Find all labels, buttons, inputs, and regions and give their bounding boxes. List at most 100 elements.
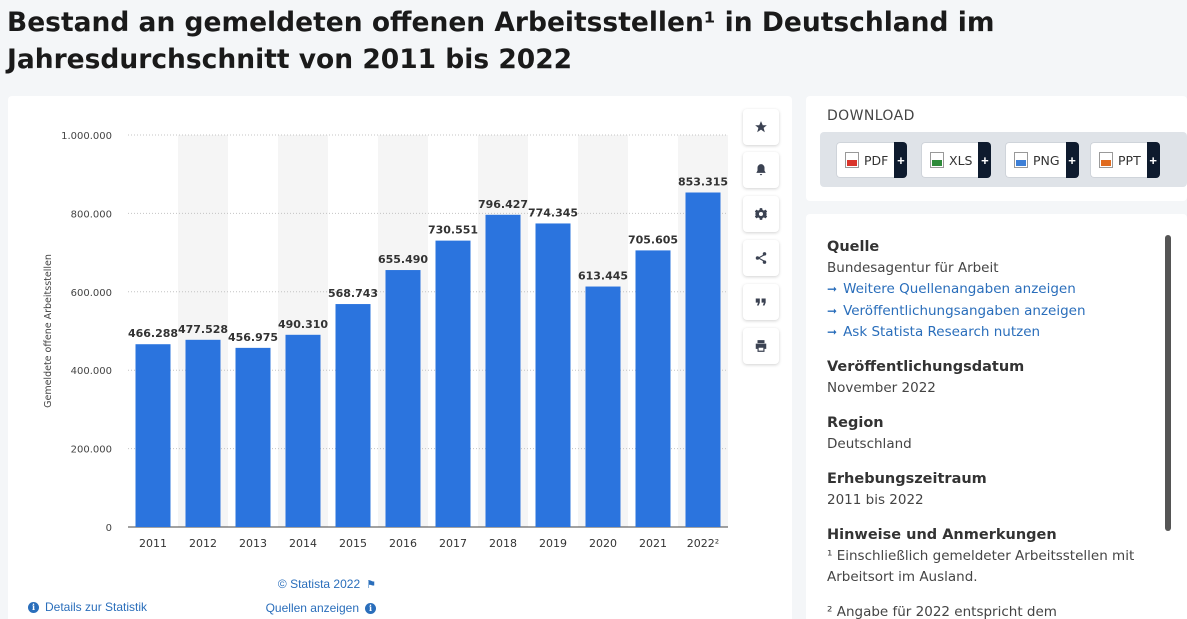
chart-card: 0 200.000 400.000 600.000 800.000 1.000.000 Ge… (8, 96, 792, 619)
x-tick-label: 2022² (687, 537, 719, 550)
y-tick-label: 200.000 (71, 445, 112, 456)
arrow-right-icon: ➞ (827, 325, 838, 339)
x-tick-label: 2016 (389, 537, 417, 550)
notification-button[interactable] (743, 152, 779, 188)
publication-info-link[interactable]: ➞ Veröffentlichungsangaben anzeigen (827, 301, 1157, 323)
favorite-button[interactable] (743, 109, 779, 145)
bar (485, 214, 521, 528)
data-label: 613.445 (578, 270, 628, 283)
bar-chart: 0 200.000 400.000 600.000 800.000 1.000.000 Ge… (43, 131, 728, 550)
copyright-link[interactable]: © Statista 2022 ⚑ (278, 577, 376, 591)
sources-link[interactable]: Quellen anzeigen i (266, 601, 376, 615)
more-sources-label: Weitere Quellenangaben anzeigen (843, 281, 1076, 297)
y-tick-label: 600.000 (71, 288, 112, 299)
details-link[interactable]: i Details zur Statistik (28, 600, 147, 614)
more-sources-link[interactable]: ➞ Weitere Quellenangaben anzeigen (827, 279, 1157, 301)
png-file-icon (1014, 152, 1028, 168)
y-tick-label: 800.000 (71, 209, 112, 220)
info-card: Quelle Bundesagentur für Arbeit ➞ Weitere… (806, 214, 1187, 619)
settings-button[interactable] (743, 196, 779, 232)
x-tick-label: 2021 (639, 537, 667, 550)
download-png-button[interactable]: PNG + (1005, 142, 1079, 178)
data-label: 490.310 (278, 318, 328, 331)
data-label: 456.975 (228, 331, 278, 344)
ppt-label: PPT (1118, 152, 1141, 168)
download-card: DOWNLOAD PDF + XLS + PNG + (806, 96, 1187, 201)
xls-label: XLS (949, 152, 973, 168)
print-icon (755, 340, 767, 352)
png-plus: + (1065, 142, 1079, 178)
star-icon (755, 121, 767, 133)
notes-text-2: ² Angabe für 2022 entspricht dem (827, 603, 1057, 619)
page-title: Bestand an gemeldeten offenen Arbeitsste… (7, 7, 995, 75)
x-tick-label: 2014 (289, 537, 317, 550)
x-tick-label: 2012 (189, 537, 217, 550)
x-tick-label: 2019 (539, 537, 567, 550)
bar (535, 223, 571, 527)
x-tick-label: 2011 (139, 537, 167, 550)
arrow-right-icon: ➞ (827, 303, 838, 318)
bar (685, 192, 721, 527)
ask-research-link[interactable]: ➞ Ask Statista Research nutzen (827, 322, 1157, 344)
pdf-plus: + (894, 142, 908, 178)
download-xls-button[interactable]: XLS + (921, 142, 992, 178)
gear-icon (754, 208, 768, 220)
y-tick-label: 1.000.000 (61, 131, 112, 142)
y-tick-label: 0 (106, 523, 112, 534)
copyright-text: © Statista 2022 (277, 577, 361, 591)
bar (385, 270, 421, 527)
bar (335, 304, 371, 527)
ask-research-label: Ask Statista Research nutzen (843, 324, 1041, 340)
xls-plus: + (978, 142, 992, 178)
notes-heading: Hinweise und Anmerkungen (827, 526, 1057, 543)
pdf-label: PDF (864, 152, 889, 168)
print-button[interactable] (743, 328, 779, 364)
y-axis-title: Gemeldete offene Arbeitsstellen (43, 254, 54, 408)
bell-icon (756, 164, 766, 176)
bar (435, 240, 471, 527)
data-label: 774.345 (528, 206, 578, 219)
download-strip: PDF + XLS + PNG + PPT + (820, 132, 1187, 187)
download-ppt-button[interactable]: PPT + (1090, 142, 1160, 178)
data-label: 730.551 (428, 224, 478, 237)
bar (585, 286, 621, 527)
share-button[interactable] (743, 240, 779, 276)
bar (185, 339, 221, 527)
flag-icon: ⚑ (366, 578, 376, 591)
x-tick-label: 2017 (439, 537, 467, 550)
data-label: 477.528 (178, 323, 228, 336)
data-label: 705.605 (628, 233, 678, 246)
pubdate-text: November 2022 (827, 379, 936, 396)
data-label: 466.288 (128, 327, 178, 340)
region-text: Deutschland (827, 435, 912, 452)
details-link-label: Details zur Statistik (45, 600, 148, 614)
notes-text: ¹ Einschließlich gemeldeter Arbeitsstell… (827, 547, 1135, 585)
source-text: Bundesagentur für Arbeit (827, 260, 999, 276)
png-label: PNG (1033, 152, 1060, 168)
bar (635, 250, 671, 528)
x-tick-label: 2020 (589, 537, 617, 550)
data-label: 655.490 (378, 253, 428, 266)
data-label: 853.315 (678, 176, 728, 189)
info-scrollbar[interactable] (1165, 235, 1171, 531)
info-icon: i (365, 602, 376, 614)
x-tick-label: 2015 (339, 537, 367, 550)
pubdate-heading: Veröffentlichungsdatum (827, 358, 1025, 375)
info-icon: i (28, 601, 39, 613)
data-label: 568.743 (328, 287, 378, 300)
x-tick-label: 2013 (239, 537, 267, 550)
download-pdf-button[interactable]: PDF + (836, 142, 908, 178)
ppt-plus: + (1146, 142, 1160, 178)
region-heading: Region (827, 414, 884, 431)
source-heading: Quelle (827, 239, 880, 255)
bar (235, 347, 271, 527)
arrow-right-icon: ➞ (827, 282, 838, 296)
x-tick-label: 2018 (489, 537, 517, 550)
y-tick-label: 400.000 (71, 366, 112, 377)
pdf-file-icon (845, 152, 859, 168)
bar (285, 334, 321, 527)
bar (135, 344, 171, 527)
period-heading: Erhebungszeitraum (827, 470, 987, 487)
cite-button[interactable] (743, 284, 779, 320)
xls-file-icon (930, 152, 944, 168)
